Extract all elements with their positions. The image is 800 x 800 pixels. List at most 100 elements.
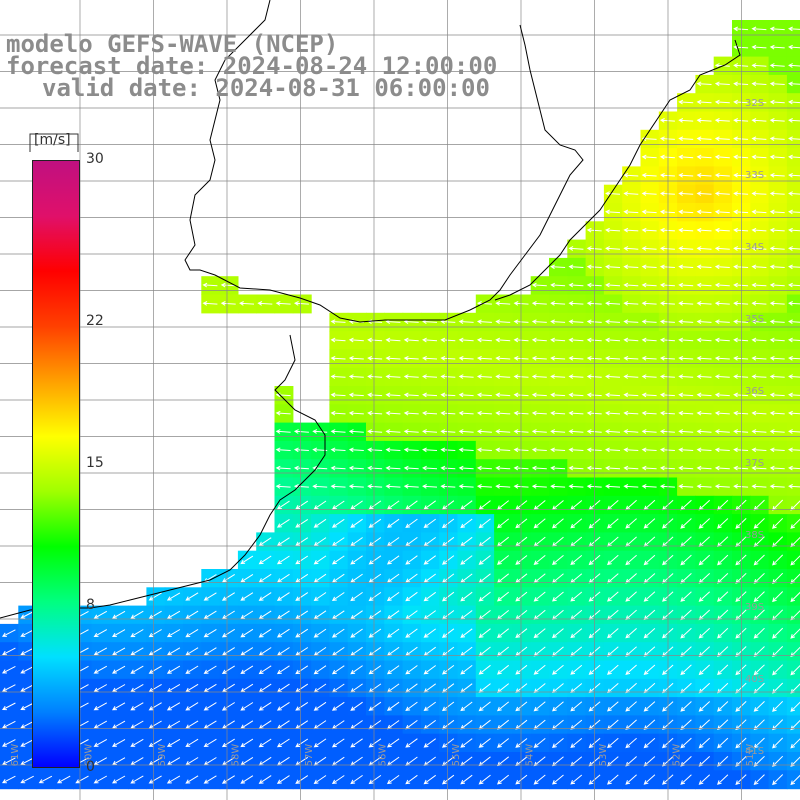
wind-arrow <box>478 774 491 785</box>
wind-arrow <box>293 429 309 434</box>
wind-arrow <box>678 374 694 379</box>
wind-arrow <box>367 447 383 453</box>
wind-arrow <box>568 392 584 398</box>
wind-arrow <box>385 355 401 361</box>
wind-arrow <box>568 465 584 471</box>
wind-cell <box>786 678 800 698</box>
wind-arrow <box>476 447 492 453</box>
wind-arrow <box>513 374 529 379</box>
wind-cell <box>786 697 800 716</box>
wind-arrow <box>496 738 510 748</box>
wind-arrow <box>714 227 730 233</box>
wind-arrow <box>753 701 765 712</box>
wind-arrow <box>276 775 290 784</box>
wind-arrow <box>513 301 529 306</box>
wind-arrow <box>458 355 474 361</box>
wind-arrow <box>458 465 474 471</box>
wind-arrow <box>111 665 126 674</box>
wind-arrow <box>678 301 694 306</box>
wind-arrow <box>93 702 108 711</box>
wind-arrow <box>753 518 765 529</box>
title-model: modelo GEFS-WAVE (NCEP) <box>6 30 339 58</box>
coastline <box>0 0 741 619</box>
wind-arrow <box>458 319 474 325</box>
wind-arrow <box>403 392 419 398</box>
wind-arrow <box>788 374 800 379</box>
wind-arrow <box>405 555 418 565</box>
wind-arrow <box>495 374 511 379</box>
latitude-label: 36S <box>745 386 764 397</box>
wind-arrow <box>696 410 712 416</box>
wind-arrow <box>350 738 363 748</box>
wind-speed-field <box>0 20 800 790</box>
wind-arrow <box>330 410 346 416</box>
wind-arrow <box>350 774 363 785</box>
wind-arrow <box>93 775 108 784</box>
wind-arrow <box>623 410 639 416</box>
wind-arrow <box>293 447 309 453</box>
wind-arrow <box>295 592 309 601</box>
wind-arrow <box>275 301 291 306</box>
wind-arrow <box>696 246 712 251</box>
wind-arrow <box>698 701 711 712</box>
wind-arrow <box>515 518 528 529</box>
wind-arrow <box>696 319 712 325</box>
wind-arrow <box>276 665 290 675</box>
wind-arrow <box>240 592 254 601</box>
wind-arrow <box>552 628 564 639</box>
wind-arrow <box>20 665 34 674</box>
wind-arrow <box>605 246 621 251</box>
wind-arrow <box>422 410 438 416</box>
longitude-label: 61W <box>10 744 21 767</box>
wind-arrow <box>478 701 491 712</box>
wind-arrow <box>203 665 217 674</box>
wind-arrow <box>386 537 400 547</box>
wind-arrow <box>790 628 800 639</box>
wind-arrow <box>698 664 711 676</box>
wind-arrow <box>753 737 765 749</box>
wind-arrow <box>258 665 272 675</box>
latitude-label: 32S <box>745 98 764 109</box>
wind-arrow <box>478 591 491 602</box>
wind-arrow <box>476 429 492 434</box>
wind-arrow <box>550 374 566 379</box>
wind-arrow <box>696 191 712 196</box>
wind-arrow <box>1 739 16 747</box>
wind-arrow <box>367 374 383 379</box>
wind-arrow <box>220 282 236 288</box>
wind-arrow <box>93 647 108 656</box>
wind-arrow <box>788 484 800 489</box>
wind-arrow <box>275 447 291 453</box>
wind-arrow <box>641 191 657 196</box>
colorbar-unit-bracket <box>29 133 79 152</box>
wind-arrow <box>788 337 800 343</box>
wind-arrow <box>714 410 730 416</box>
wind-arrow <box>696 374 712 379</box>
wind-arrow <box>203 738 217 748</box>
wind-arrow <box>717 591 729 602</box>
wind-arrow <box>148 647 162 656</box>
wind-arrow <box>605 319 621 325</box>
wind-arrow <box>751 484 767 489</box>
wind-arrow <box>111 720 126 729</box>
wind-arrow <box>769 81 785 87</box>
wind-arrow <box>422 447 438 453</box>
wind-arrow <box>790 756 800 767</box>
wind-cell <box>786 642 800 662</box>
wind-arrow <box>166 720 181 729</box>
wind-arrow <box>550 447 566 453</box>
wind-arrow <box>385 465 401 471</box>
wind-arrow <box>790 774 800 786</box>
wind-arrow <box>258 555 272 565</box>
wind-arrow <box>423 701 436 712</box>
wind-arrow <box>20 720 34 729</box>
wind-arrow <box>769 136 785 142</box>
wind-arrow <box>276 500 290 510</box>
wind-arrow <box>772 554 784 566</box>
wind-arrow <box>166 738 181 747</box>
wind-arrow <box>221 573 235 583</box>
wind-arrow <box>405 500 418 510</box>
wind-arrow <box>568 410 584 416</box>
wind-arrow <box>313 555 327 565</box>
wind-arrow <box>696 154 712 160</box>
